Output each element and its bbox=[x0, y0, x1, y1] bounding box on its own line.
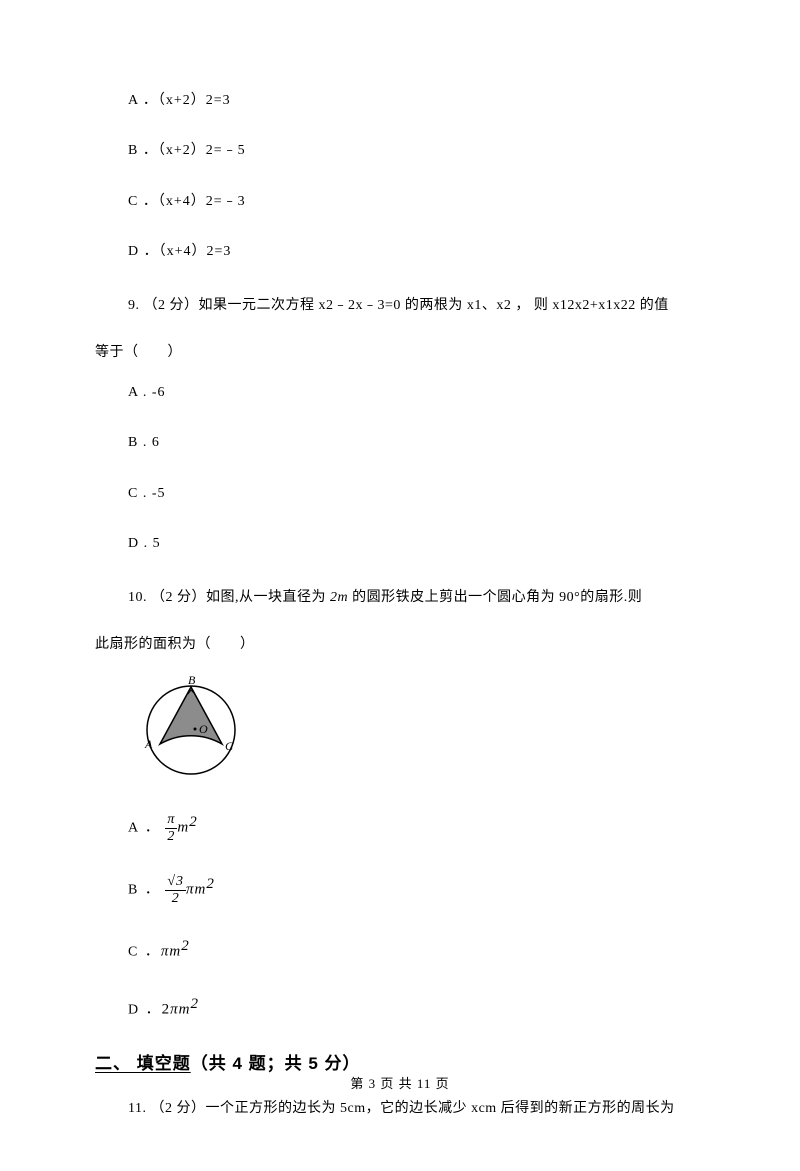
q9-option-d: D . 5 bbox=[128, 533, 705, 555]
q9-option-c: C . -5 bbox=[128, 483, 705, 505]
label-B: B bbox=[188, 674, 196, 687]
page-footer: 第 3 页 共 11 页 bbox=[0, 1073, 800, 1092]
q11-text: 11. （2 分）一个正方形的边长为 5cm，它的边长减少 xcm 后得到的新正… bbox=[128, 1095, 705, 1123]
q10-text: 10. （2 分）如图,从一块直径为 2m 的圆形铁皮上剪出一个圆心角为 90°… bbox=[128, 584, 705, 612]
q10-d-exp: 2 bbox=[190, 996, 199, 1012]
q10-d-pi: π bbox=[170, 1002, 179, 1018]
q10-option-d: D ．2πm2 bbox=[128, 992, 705, 1022]
page-content: A ．（x+2）2=3 B ．（x+2）2=﹣5 C ．（x+4）2=﹣3 D … bbox=[0, 0, 800, 1171]
q10-a-label: A ． bbox=[128, 821, 161, 836]
q8-option-c: C ．（x+4）2=﹣3 bbox=[128, 191, 705, 213]
q10-b-num: √3 bbox=[165, 875, 186, 891]
q8-option-d: D ．（x+4）2=3 bbox=[128, 241, 705, 263]
q9-text: 9. （2 分）如果一元二次方程 x2﹣2x﹣3=0 的两根为 x1、x2 ， … bbox=[128, 292, 705, 320]
label-C: C bbox=[225, 739, 234, 753]
q10-a-m: m bbox=[177, 820, 189, 836]
q10-prefix: 10. （2 分）如图,从一块直径为 bbox=[128, 590, 330, 605]
q10-c-label: C ． bbox=[128, 945, 161, 960]
q10-b-fraction: √3 2 bbox=[165, 875, 186, 906]
q10-b-m: m bbox=[195, 882, 207, 898]
label-A: A bbox=[144, 737, 153, 751]
section-2-underline: 二、 填空题 bbox=[95, 1054, 191, 1073]
q9-option-b: B . 6 bbox=[128, 432, 705, 454]
q10-b-den: 2 bbox=[165, 891, 186, 906]
q10-c-exp: 2 bbox=[181, 938, 190, 954]
q10-d-m: m bbox=[179, 1002, 191, 1018]
q9-option-a: A . -6 bbox=[128, 382, 705, 404]
q10-math-2m: 2m bbox=[330, 590, 348, 605]
q9-line1: 9. （2 分）如果一元二次方程 x2﹣2x﹣3=0 的两根为 x1、x2 ， … bbox=[128, 298, 669, 313]
q10-c-m: m bbox=[169, 944, 181, 960]
q10-a-num: π bbox=[165, 813, 177, 829]
q10-a-den: 2 bbox=[165, 829, 177, 844]
q10-a-fraction: π 2 bbox=[165, 813, 177, 844]
q10-d-label: D ． bbox=[128, 1003, 162, 1018]
q10-option-b: B ． √3 2 πm2 bbox=[128, 872, 705, 906]
q10-d-two: 2 bbox=[162, 1002, 171, 1018]
section-2-rest: （共 4 题；共 5 分） bbox=[191, 1054, 361, 1073]
label-O: O bbox=[199, 722, 208, 736]
q10-option-c: C ．πm2 bbox=[128, 934, 705, 964]
q8-option-a: A ．（x+2）2=3 bbox=[128, 90, 705, 112]
q10-a-exp: 2 bbox=[189, 814, 198, 830]
q8-option-b: B ．（x+2）2=﹣5 bbox=[128, 140, 705, 162]
q10-option-a: A ． π 2 m2 bbox=[128, 810, 705, 844]
q10-b-pi: π bbox=[186, 882, 195, 898]
q10-diagram: A B C O bbox=[133, 674, 705, 792]
sector-in-circle-svg: A B C O bbox=[133, 674, 253, 784]
q10-text-cont: 此扇形的面积为（ ） bbox=[95, 634, 705, 656]
q9-text-cont: 等于（ ） bbox=[95, 342, 705, 364]
q10-b-label: B ． bbox=[128, 883, 161, 898]
q10-suffix: 的圆形铁皮上剪出一个圆心角为 90°的扇形.则 bbox=[348, 590, 642, 605]
q10-b-exp: 2 bbox=[206, 876, 215, 892]
